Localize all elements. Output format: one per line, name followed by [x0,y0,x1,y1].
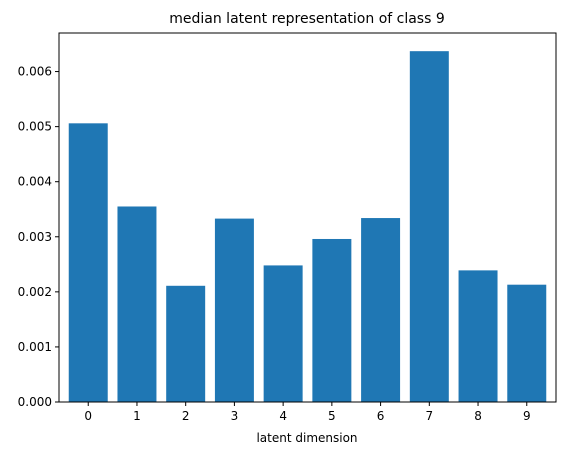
y-tick-label: 0.004 [18,175,52,189]
y-tick-label: 0.000 [18,395,52,409]
axes-frame [58,32,557,403]
bar-9 [507,284,547,402]
y-tick-label: 0.006 [18,65,52,79]
plot-area: 0.000 0.001 0.002 0.003 0.004 0.005 0.006 0 1 2 3 4… [18,32,557,423]
bar-2 [166,285,206,402]
bar-6 [361,218,401,402]
x-tick-label: 8 [474,409,482,423]
y-tick-label: 0.005 [18,120,52,134]
bar-4 [263,265,303,402]
bar-0 [68,123,108,402]
x-tick-label: 6 [377,409,385,423]
x-tick-label: 2 [182,409,190,423]
bar-1 [117,206,157,402]
y-tick-label: 0.002 [18,285,52,299]
y-tick-label: 0.003 [18,230,52,244]
x-tick-label: 7 [425,409,433,423]
x-tick-label: 5 [328,409,336,423]
bar-5 [312,238,352,402]
bar-7 [409,51,449,403]
bar-3 [214,218,254,402]
chart-title: median latent representation of class 9 [169,11,445,27]
x-tick-label: 4 [279,409,287,423]
y-tick-label: 0.001 [18,340,52,354]
x-axis-label: latent dimension [256,431,357,445]
x-tick-label: 9 [523,409,531,423]
x-tick-label: 0 [84,409,92,423]
x-tick-label: 1 [133,409,141,423]
x-tick-label: 3 [231,409,239,423]
bar-8 [458,270,498,402]
